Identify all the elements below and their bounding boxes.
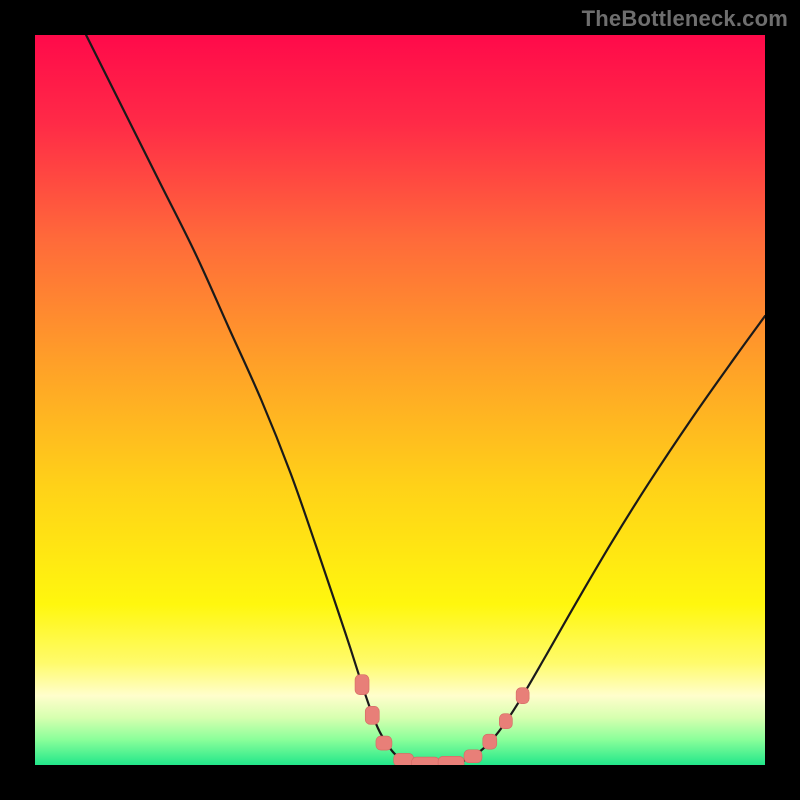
marker-0 — [355, 675, 369, 695]
marker-5 — [438, 756, 464, 765]
marker-2 — [376, 736, 392, 750]
marker-4 — [412, 757, 440, 765]
marker-1 — [365, 706, 379, 724]
image-root: TheBottleneck.com — [0, 0, 800, 800]
marker-3 — [394, 753, 414, 765]
marker-8 — [499, 714, 512, 729]
bottleneck-chart — [35, 35, 765, 765]
chart-background — [35, 35, 765, 765]
marker-7 — [483, 734, 497, 749]
marker-6 — [464, 750, 482, 763]
marker-9 — [516, 688, 529, 704]
watermark-text: TheBottleneck.com — [582, 6, 788, 32]
